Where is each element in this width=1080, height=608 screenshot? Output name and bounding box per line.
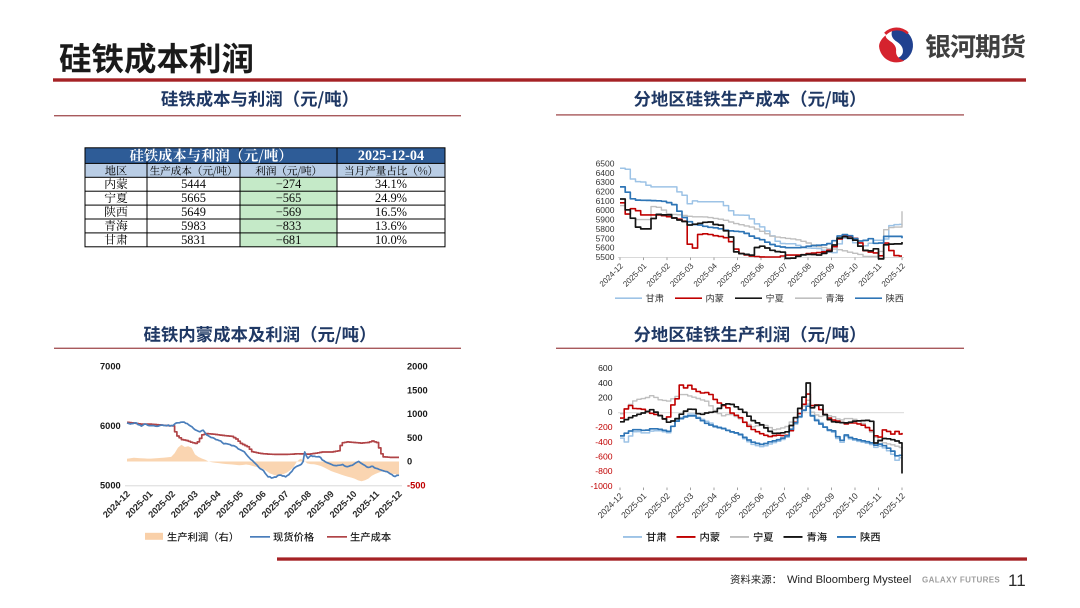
svg-text:-600: -600 bbox=[595, 452, 612, 462]
svg-text:5665: 5665 bbox=[181, 191, 206, 205]
svg-text:5983: 5983 bbox=[181, 219, 206, 233]
svg-text:−833: −833 bbox=[276, 219, 302, 233]
svg-text:−565: −565 bbox=[276, 191, 302, 205]
svg-text:6000: 6000 bbox=[100, 421, 121, 431]
svg-text:-200: -200 bbox=[595, 422, 612, 432]
svg-text:0: 0 bbox=[608, 407, 613, 417]
svg-text:5600: 5600 bbox=[596, 243, 615, 253]
svg-text:6200: 6200 bbox=[596, 187, 615, 197]
svg-text:5444: 5444 bbox=[181, 177, 206, 191]
svg-text:5900: 5900 bbox=[596, 215, 615, 225]
svg-text:6400: 6400 bbox=[596, 168, 615, 178]
svg-text:Wind Bloomberg Mysteel: Wind Bloomberg Mysteel bbox=[787, 574, 911, 586]
svg-text:200: 200 bbox=[598, 393, 613, 403]
svg-text:5831: 5831 bbox=[181, 233, 206, 247]
svg-text:5500: 5500 bbox=[596, 252, 615, 262]
svg-text:24.9%: 24.9% bbox=[375, 191, 407, 205]
svg-text:5700: 5700 bbox=[596, 233, 615, 243]
svg-text:6500: 6500 bbox=[596, 159, 615, 169]
svg-text:16.5%: 16.5% bbox=[375, 205, 407, 219]
svg-text:−274: −274 bbox=[276, 177, 302, 191]
svg-text:-500: -500 bbox=[407, 481, 426, 491]
svg-text:400: 400 bbox=[598, 378, 613, 388]
svg-text:6300: 6300 bbox=[596, 177, 615, 187]
svg-text:6000: 6000 bbox=[596, 205, 615, 215]
svg-text:10.0%: 10.0% bbox=[375, 233, 407, 247]
svg-text:-1000: -1000 bbox=[591, 481, 613, 491]
svg-text:5000: 5000 bbox=[100, 481, 121, 491]
svg-text:0: 0 bbox=[407, 457, 412, 467]
svg-text:11: 11 bbox=[1008, 571, 1026, 590]
svg-text:−569: −569 bbox=[276, 205, 302, 219]
svg-text:600: 600 bbox=[598, 363, 613, 373]
svg-text:7000: 7000 bbox=[100, 362, 121, 372]
svg-text:1000: 1000 bbox=[407, 409, 428, 419]
svg-text:−681: −681 bbox=[276, 233, 302, 247]
svg-text:500: 500 bbox=[407, 433, 423, 443]
svg-text:2025-12-04: 2025-12-04 bbox=[358, 148, 424, 164]
svg-text:1500: 1500 bbox=[407, 386, 428, 396]
svg-text:34.1%: 34.1% bbox=[375, 177, 407, 191]
svg-text:5800: 5800 bbox=[596, 224, 615, 234]
svg-text:-800: -800 bbox=[595, 466, 612, 476]
svg-text:-400: -400 bbox=[595, 437, 612, 447]
svg-text:GALAXY FUTURES: GALAXY FUTURES bbox=[922, 576, 1000, 585]
svg-text:13.6%: 13.6% bbox=[375, 219, 407, 233]
svg-text:5649: 5649 bbox=[181, 205, 206, 219]
svg-text:2000: 2000 bbox=[407, 362, 428, 372]
svg-text:6100: 6100 bbox=[596, 196, 615, 206]
